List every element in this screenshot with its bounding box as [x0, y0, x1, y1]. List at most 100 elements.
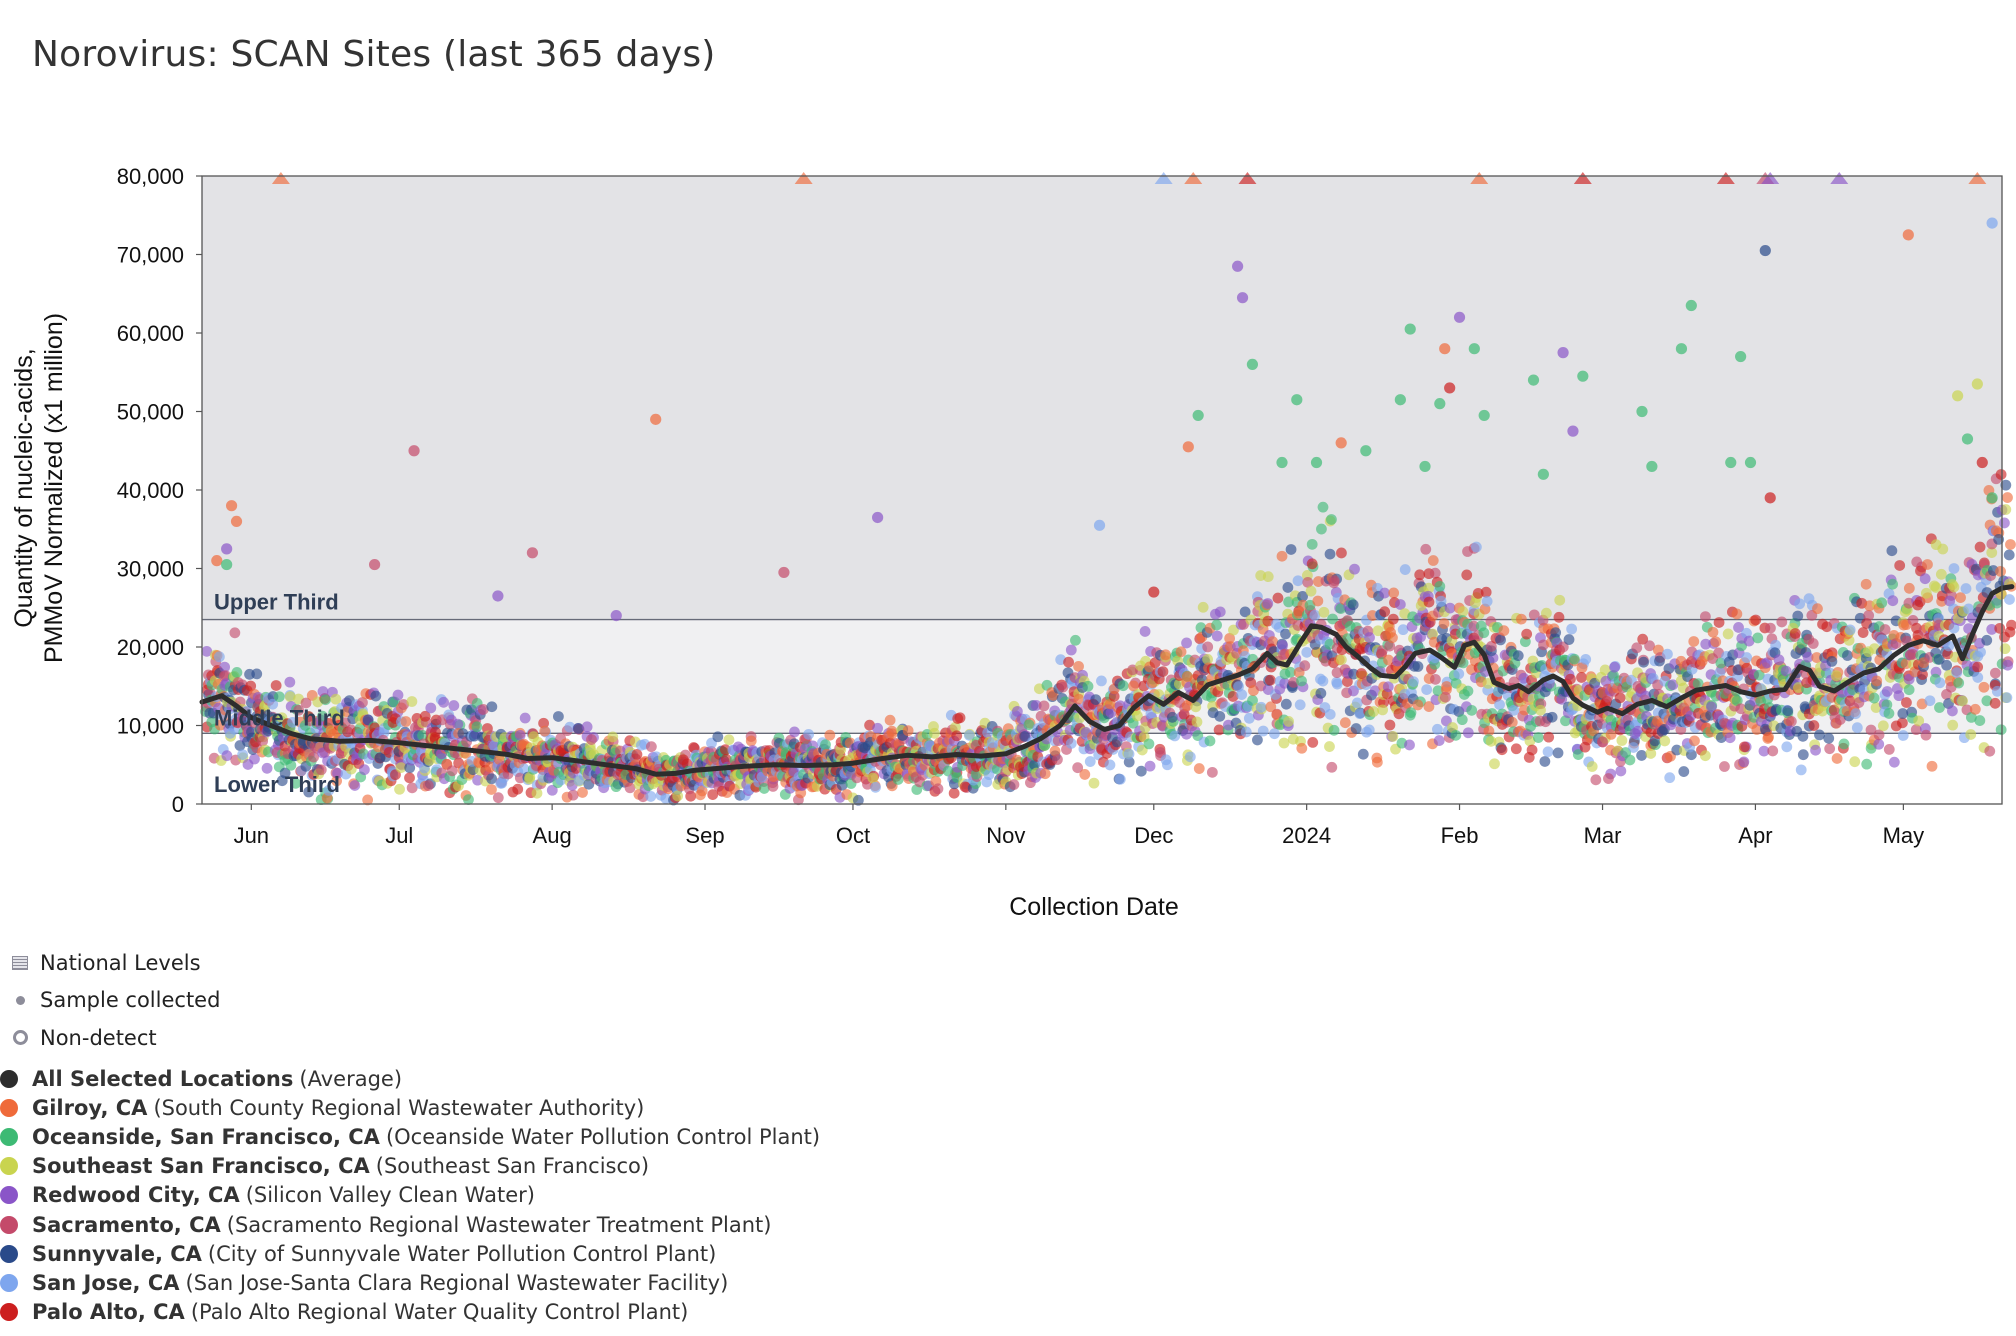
sample-point	[2000, 504, 2012, 515]
sample-point	[1751, 724, 1763, 735]
sample-point	[284, 691, 296, 703]
sample-point-outlier	[1236, 292, 1249, 304]
y-tick-label: 40,000	[117, 478, 184, 503]
sample-point-outlier	[221, 543, 233, 555]
legend-site-item[interactable]: Sunnyvale, CA (City of Sunnyvale Water Po…	[0, 1239, 820, 1268]
sample-point	[1257, 725, 1269, 737]
legend-site-item[interactable]: All Selected Locations (Average)	[0, 1064, 820, 1093]
legend-site-item[interactable]: Gilroy, CA (South County Regional Wastewa…	[0, 1093, 820, 1122]
sample-point	[1368, 706, 1379, 717]
sample-point	[1989, 697, 2001, 709]
sample-point	[696, 785, 708, 797]
sample-point	[1482, 678, 1494, 689]
sample-point	[1228, 624, 1239, 636]
sample-point	[824, 729, 836, 741]
sample-dot-icon	[15, 995, 25, 1005]
sample-point	[257, 735, 269, 747]
sample-point	[1252, 734, 1263, 746]
sample-point	[1974, 715, 1986, 726]
sample-point-outlier	[1478, 409, 1490, 422]
sample-point-outlier	[1093, 519, 1106, 531]
legend-site-item[interactable]: Redwood City, CA (Silicon Valley Clean Wa…	[0, 1181, 820, 1210]
sample-point	[1331, 678, 1343, 690]
sample-point	[1019, 731, 1031, 742]
sample-point	[1948, 563, 1960, 574]
sample-point-outlier	[526, 547, 539, 559]
sample-point	[1810, 744, 1821, 756]
sample-point	[1946, 705, 1958, 717]
sample-point	[1211, 630, 1223, 642]
sample-point	[836, 779, 848, 791]
legend-swatch-icon	[0, 1069, 18, 1088]
sample-point	[1644, 640, 1655, 652]
sample-point-outlier	[1192, 409, 1204, 422]
sample-point	[1710, 636, 1722, 648]
sample-point	[398, 699, 409, 710]
sample-point	[1328, 577, 1340, 589]
sample-point	[1930, 582, 1942, 593]
sample-point	[1948, 622, 1960, 634]
sample-point	[610, 781, 622, 793]
sample-point	[2002, 492, 2013, 503]
sample-point	[1590, 774, 1602, 786]
sample-point	[1907, 648, 1919, 660]
sample-point	[2006, 619, 2016, 631]
legend-site-item[interactable]: Southeast San Francisco, CA (Southeast Sa…	[0, 1152, 820, 1181]
sample-point	[1743, 635, 1755, 647]
sample-point	[1434, 580, 1446, 592]
sample-point	[1264, 674, 1276, 686]
y-tick-label: 70,000	[117, 243, 184, 268]
sample-point	[1554, 594, 1566, 606]
sample-point	[1526, 744, 1538, 756]
sample-point	[1450, 729, 1462, 741]
legend-site-item[interactable]: Sacramento, CA (Sacramento Regional Waste…	[0, 1210, 820, 1239]
sample-point	[867, 772, 879, 784]
sample-point	[1214, 606, 1226, 618]
sample-point	[1844, 624, 1856, 636]
sample-point	[1640, 690, 1652, 702]
legend-site-item[interactable]: Palo Alto, CA (Palo Alto Regional Water Q…	[0, 1298, 820, 1327]
sample-point	[1296, 742, 1308, 754]
sample-point	[519, 712, 531, 724]
sample-point	[1986, 623, 1998, 635]
sample-point	[1920, 587, 1932, 599]
sample-point	[1096, 675, 1107, 687]
sample-point-outlier	[1971, 378, 1983, 390]
sample-point	[1887, 595, 1899, 607]
legend-site-item[interactable]: Oceanside, San Francisco, CA (Oceanside W…	[0, 1122, 820, 1151]
sample-point	[723, 734, 735, 746]
sample-point	[357, 697, 368, 708]
sample-point	[406, 696, 418, 707]
sample-point-outlier	[1764, 492, 1776, 504]
sample-point	[1824, 743, 1836, 755]
sample-point-outlier	[1976, 456, 1988, 469]
sample-point	[1917, 669, 1928, 680]
sample-point	[1739, 741, 1750, 753]
x-tick-label: Apr	[1738, 823, 1772, 848]
sample-point	[1797, 749, 1809, 761]
sample-point	[1299, 660, 1311, 672]
sample-point	[1524, 735, 1536, 747]
sample-point	[1394, 599, 1406, 610]
sample-point	[1388, 587, 1400, 599]
sample-point	[1265, 701, 1277, 713]
sample-point-outlier	[1360, 445, 1372, 457]
sample-point	[1135, 765, 1147, 777]
sample-point	[293, 704, 305, 716]
legend-site-item[interactable]: San Jose, CA (San Jose-Santa Clara Region…	[0, 1268, 820, 1297]
sample-point	[1719, 761, 1730, 772]
sample-point	[1995, 469, 2007, 480]
sample-point	[1063, 656, 1074, 668]
sample-point	[1631, 642, 1643, 654]
sample-point	[1478, 627, 1490, 639]
sample-point	[1616, 735, 1628, 746]
sample-point	[394, 783, 405, 795]
sample-point	[1379, 587, 1391, 599]
sample-point	[1934, 702, 1945, 713]
sample-point	[1169, 730, 1181, 742]
sample-point	[1540, 607, 1552, 619]
sample-point	[1144, 760, 1156, 772]
sample-point	[1438, 618, 1450, 629]
legend-national-levels[interactable]: National Levels	[8, 944, 220, 982]
above-range-marker	[1154, 172, 1173, 184]
